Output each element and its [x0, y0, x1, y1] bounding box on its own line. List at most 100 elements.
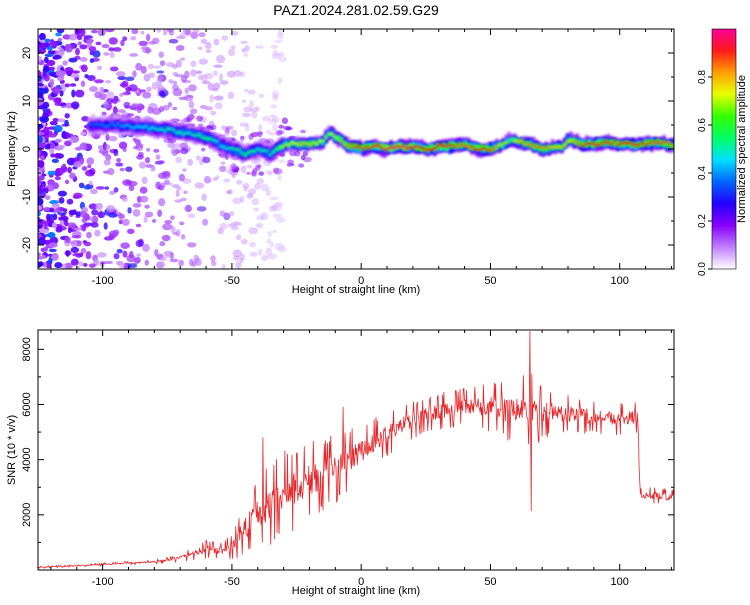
noise-blob [38, 92, 44, 98]
noise-blob [107, 167, 115, 176]
noise-blob [91, 209, 99, 216]
noise-blob [101, 111, 107, 116]
ridge-cell [525, 142, 530, 146]
noise-blob [73, 161, 82, 168]
noise-blob [70, 247, 80, 253]
noise-blob [158, 198, 166, 207]
noise-blob [110, 66, 119, 72]
ridge-cell [640, 142, 645, 147]
ridge-cell [122, 124, 127, 128]
noise-blob [277, 77, 283, 85]
noise-blob [106, 205, 115, 213]
ridge-cell [367, 144, 372, 149]
noise-blob [172, 80, 178, 86]
noise-blob [277, 29, 284, 36]
noise-blob [219, 222, 228, 230]
noise-blob [141, 176, 148, 185]
ridge-cell [404, 146, 409, 150]
noise-blob [69, 172, 76, 180]
noise-blob [54, 138, 62, 143]
ridge-cell [256, 147, 260, 150]
noise-blob [88, 46, 97, 52]
noise-blob [213, 64, 223, 68]
noise-blob [97, 211, 106, 219]
noise-blob [163, 224, 174, 229]
y-tick-label: 8000 [21, 337, 33, 361]
noise-blob [49, 120, 58, 126]
ridge-cell [147, 128, 151, 131]
noise-blob [51, 222, 58, 229]
noise-blob [241, 48, 246, 53]
spectrogram-y-label: Frequency (Hz) [6, 111, 18, 187]
noise-blob [170, 226, 176, 234]
noise-blob [42, 101, 50, 109]
noise-blob [38, 97, 44, 106]
ridge-cell [417, 145, 421, 148]
noise-blob [83, 241, 92, 247]
noise-blob [47, 133, 57, 138]
ridge-cell [156, 128, 161, 132]
noise-blob [183, 94, 194, 102]
ridge-cell [600, 142, 604, 145]
noise-blob [103, 260, 114, 265]
ridge-cell [193, 134, 198, 138]
noise-blob [265, 170, 272, 175]
ridge-cell [97, 122, 102, 126]
noise-blob [127, 180, 138, 187]
noise-blob [230, 163, 237, 170]
ridge-cell [88, 123, 92, 129]
noise-blob [268, 205, 277, 213]
noise-blob [256, 215, 264, 221]
noise-blob [258, 124, 263, 132]
ridge-cell [162, 129, 167, 133]
noise-blob [273, 49, 278, 57]
noise-blob [52, 182, 59, 190]
noise-blob [169, 252, 174, 260]
noise-blob [140, 30, 145, 35]
ridge-cell [451, 145, 455, 148]
ridge-cell [175, 131, 179, 135]
ridge-cell [197, 132, 201, 136]
ridge-cell [308, 141, 313, 147]
noise-blob [69, 83, 77, 87]
noise-blob [120, 242, 130, 249]
ridge-cell [333, 135, 337, 138]
noise-blob [250, 132, 259, 138]
noise-blob [90, 132, 96, 138]
x-tick-label: 0 [358, 576, 364, 588]
noise-blob [132, 137, 137, 142]
noise-blob [159, 241, 166, 247]
ridge-cell [507, 137, 511, 142]
noise-blob [160, 91, 167, 99]
ridge-cell [237, 149, 241, 156]
noise-blob [265, 129, 272, 134]
noise-blob [261, 115, 271, 122]
ridge-cell [432, 147, 437, 150]
noise-blob [214, 102, 223, 110]
ridge-cell [426, 148, 431, 152]
ridge-cell [588, 143, 592, 146]
noise-blob [103, 159, 111, 166]
ridge-cell [460, 143, 465, 147]
ridge-cell [358, 146, 362, 149]
ridge-cell [237, 148, 241, 152]
noise-blob [60, 83, 65, 89]
noise-blob [88, 180, 93, 186]
noise-blob [97, 65, 102, 71]
noise-blob [175, 45, 185, 51]
noise-blob [105, 144, 111, 151]
ridge-cell [125, 122, 130, 127]
noise-blob [38, 224, 43, 229]
noise-blob [133, 146, 138, 150]
ridge-cell [408, 143, 412, 148]
ridge-cell [470, 146, 474, 151]
noise-blob [265, 247, 272, 256]
noise-blob [125, 166, 133, 172]
noise-blob [187, 158, 194, 166]
noise-blob [77, 41, 82, 46]
ridge-cell [283, 143, 288, 146]
ridge-cell [150, 126, 154, 133]
noise-blob [277, 51, 285, 57]
noise-blob [228, 48, 236, 57]
noise-blob [43, 65, 50, 72]
